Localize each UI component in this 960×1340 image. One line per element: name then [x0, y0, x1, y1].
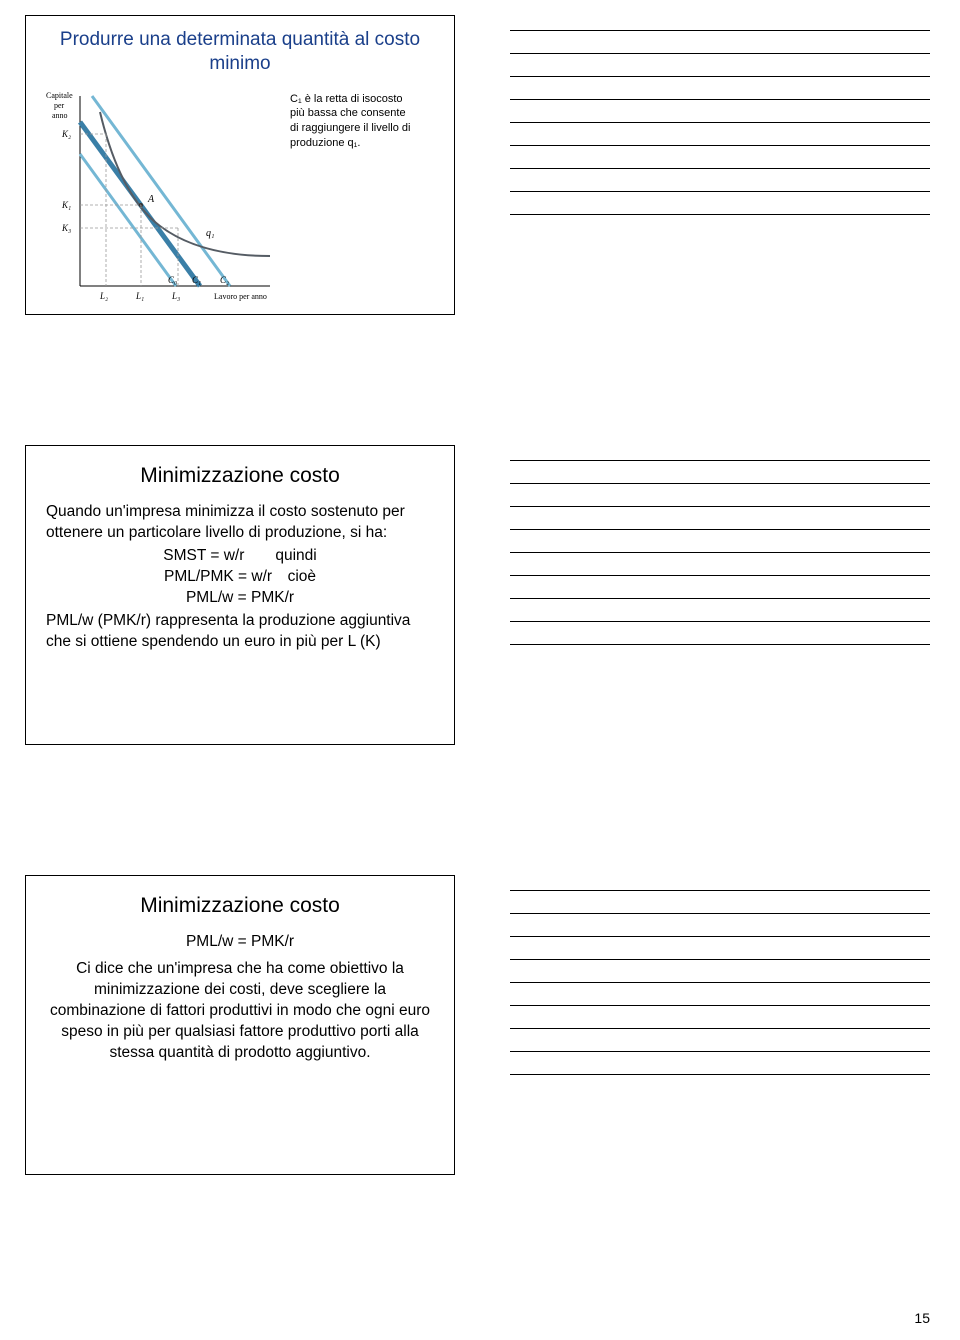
notes-area-3	[510, 880, 930, 1075]
body-line: SMST = w/r quindi	[46, 546, 434, 567]
note-line	[510, 621, 930, 622]
chart-caption: C₁ è la retta di isocosto più bassa che …	[290, 86, 410, 316]
note-line	[510, 506, 930, 507]
svg-text:C₀: C₀	[168, 275, 177, 285]
svg-text:Capitale: Capitale	[46, 91, 73, 100]
slide1-title: Produrre una determinata quantità al cos…	[40, 26, 440, 82]
note-line	[510, 53, 930, 54]
note-line	[510, 76, 930, 77]
note-line	[510, 1051, 930, 1052]
slide2-body: Quando un'impresa minimizza il costo sos…	[40, 502, 440, 652]
svg-text:K₃: K₃	[61, 223, 71, 233]
note-line	[510, 598, 930, 599]
notes-area-2	[510, 450, 930, 645]
slide2-title: Minimizzazione costo	[40, 456, 440, 502]
svg-text:L₁: L₁	[135, 291, 144, 301]
note-line	[510, 168, 930, 169]
slide3-body: PML/w = PMK/r Ci dice che un'impresa che…	[40, 932, 440, 1064]
svg-text:q₁: q₁	[206, 228, 214, 239]
note-line	[510, 1074, 930, 1075]
svg-text:A: A	[147, 194, 155, 205]
caption-line: C₁ è la retta di isocosto	[290, 92, 410, 107]
note-line	[510, 575, 930, 576]
note-line	[510, 191, 930, 192]
note-line	[510, 982, 930, 983]
svg-text:L₂: L₂	[99, 291, 108, 301]
note-line	[510, 145, 930, 146]
note-line	[510, 913, 930, 914]
note-line	[510, 483, 930, 484]
svg-text:C₂: C₂	[220, 275, 229, 285]
caption-line: di raggiungere il livello di	[290, 121, 410, 136]
caption-line: produzione q₁.	[290, 136, 410, 151]
body-line: Ci dice che un'impresa che ha come obiet…	[48, 959, 432, 1064]
note-line	[510, 1028, 930, 1029]
slide3-title: Minimizzazione costo	[40, 886, 440, 932]
body-line: Quando un'impresa minimizza il costo sos…	[46, 502, 434, 544]
body-line: PML/PMK = w/r cioè	[46, 567, 434, 588]
svg-text:C₁: C₁	[192, 275, 201, 285]
note-line	[510, 1005, 930, 1006]
note-line	[510, 890, 930, 891]
caption-line: più bassa che consente	[290, 106, 410, 121]
note-line	[510, 644, 930, 645]
note-line	[510, 529, 930, 530]
body-line: PML/w = PMK/r	[48, 932, 432, 953]
svg-text:L₃: L₃	[171, 291, 180, 301]
note-line	[510, 460, 930, 461]
note-line	[510, 936, 930, 937]
svg-text:K₂: K₂	[61, 129, 71, 139]
svg-text:anno: anno	[52, 111, 68, 120]
note-line	[510, 99, 930, 100]
note-line	[510, 30, 930, 31]
svg-text:Lavoro per anno: Lavoro per anno	[214, 292, 267, 301]
note-line	[510, 959, 930, 960]
note-line	[510, 214, 930, 215]
isocost-isoquant-chart: Capitale per anno q₁ A	[40, 86, 280, 316]
note-line	[510, 122, 930, 123]
svg-text:per: per	[54, 101, 65, 110]
page-number: 15	[914, 1310, 930, 1326]
note-line	[510, 552, 930, 553]
notes-area-1	[510, 20, 930, 215]
body-line: PML/w = PMK/r	[46, 588, 434, 609]
svg-text:K₁: K₁	[61, 200, 71, 210]
body-line: PML/w (PMK/r) rappresenta la produzione …	[46, 611, 434, 653]
